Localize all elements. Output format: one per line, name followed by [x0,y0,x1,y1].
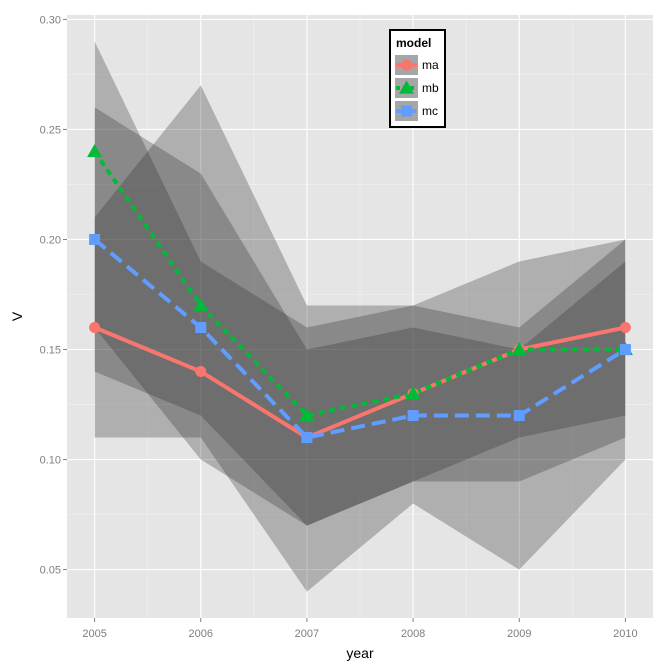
data-point-mb-2006 [193,297,209,312]
legend-key-marker-mb [399,80,414,94]
data-point-mc-2010 [619,344,631,356]
y-tick-label: 0.10 [40,455,61,467]
legend-key-marker-mc [401,105,412,117]
series-line-ma [93,325,626,440]
minor-gridlines [67,15,653,618]
x-tick-label: 2006 [189,628,213,640]
x-tick-label: 2009 [507,628,531,640]
series-line-mb [92,150,626,418]
y-tick-label: 0.30 [40,14,61,26]
data-point-mc-2007 [301,432,313,444]
legend-key-marker-ma [401,59,412,71]
ribbon-mc [94,85,626,526]
legend-label-ma: ma [422,58,439,72]
data-point-mb-2005 [87,143,103,158]
legend: model ma mb mc [389,29,446,128]
x-tick-label: 2008 [401,628,425,640]
data-point-ma-2010 [619,322,631,334]
y-tick-label: 0.15 [40,345,61,357]
data-point-mb-2009 [511,342,527,356]
y-tick-label: 0.05 [40,565,61,577]
x-axis-title: year [346,645,374,661]
x-tick-label: 2007 [295,628,319,640]
y-axis: 0.05 0.10 0.15 0.20 0.25 0.30 [40,14,67,577]
data-point-ma-2005 [89,322,101,334]
data-point-ma-2006 [195,366,207,378]
x-axis: 2005 2006 2007 2008 2009 2010 [82,618,638,640]
data-point-mc-2005 [89,233,101,245]
y-tick-label: 0.20 [40,234,61,246]
series-lines [92,150,627,440]
x-tick-label: 2005 [82,628,106,640]
legend-label-mb: mb [422,81,439,95]
y-tick-label: 0.25 [40,124,61,136]
legend-items: ma mb mc [395,55,439,121]
data-point-mb-2007 [299,408,315,422]
major-gridlines [67,15,653,618]
x-tick-label: 2010 [613,628,637,640]
data-point-mb-2008 [405,386,421,400]
confidence-ribbons [94,41,626,592]
ribbon-ma [94,107,626,526]
data-point-mc-2006 [195,322,207,334]
series-line-mc [93,237,627,440]
series-markers [87,143,633,444]
data-point-mc-2009 [513,410,525,422]
legend-title: model [396,36,431,50]
legend-label-mc: mc [422,104,438,118]
y-axis-title: V [9,311,25,321]
data-point-mc-2008 [407,410,419,422]
ribbon-mb [94,41,626,592]
